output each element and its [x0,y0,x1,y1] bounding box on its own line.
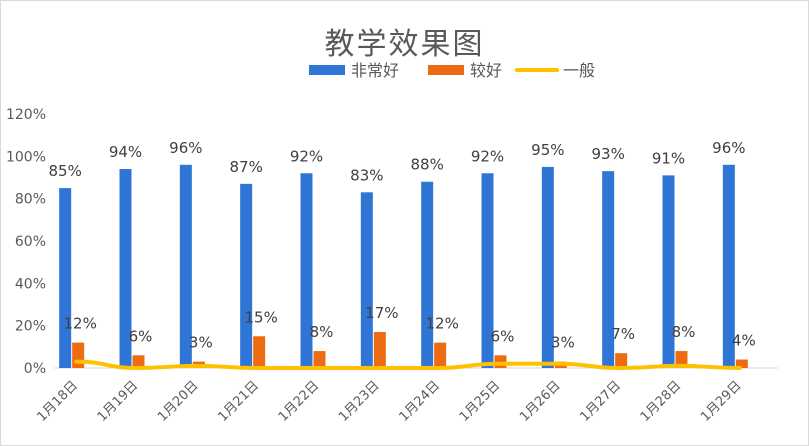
data-label-very-good: 88% [410,156,443,174]
bar-good [675,351,688,368]
x-tick-label: 1月23日 [336,378,383,425]
bar-very-good [602,171,615,368]
data-label-very-good: 96% [169,139,202,157]
bar-good [735,359,748,368]
data-label-very-good: 96% [712,139,745,157]
x-tick-label: 1月28日 [638,378,685,425]
x-tick-label: 1月26日 [517,378,564,425]
x-tick-label: 1月27日 [577,378,624,425]
data-label-very-good: 94% [109,143,142,161]
x-tick-label: 1月21日 [215,378,262,425]
y-tick-label: 100% [6,149,46,165]
legend-swatch [309,65,345,75]
data-label-good: 4% [732,332,756,350]
bar-good [72,342,85,368]
legend-label: 较好 [470,61,502,80]
legend-swatch [428,65,464,75]
x-tick-label: 1月18日 [34,378,81,425]
data-label-good: 17% [365,304,398,322]
bar-very-good [119,169,132,368]
x-tick-label: 1月20日 [155,378,202,425]
bar-good [313,351,326,368]
bar-very-good [240,183,253,368]
data-label-very-good: 92% [290,147,323,165]
data-label-good: 6% [491,327,515,345]
data-label-good: 12% [63,315,96,333]
bar-good [494,355,507,368]
legend-label: 一般 [563,61,595,80]
bar-good [615,353,628,368]
data-label-good: 8% [672,323,696,341]
data-label-good: 6% [129,327,153,345]
x-tick-label: 1月25日 [457,378,504,425]
chart-title: 教学效果图 [324,27,485,62]
bar-very-good [481,173,494,368]
y-tick-label: 20% [15,319,46,335]
y-tick-label: 60% [15,234,46,250]
x-tick-label: 1月29日 [698,378,745,425]
data-label-very-good: 83% [350,166,383,184]
data-label-very-good: 93% [591,145,624,163]
bar-good [373,332,386,368]
bar-very-good [421,181,434,368]
x-tick-label: 1月19日 [95,378,142,425]
data-label-very-good: 92% [471,147,504,165]
y-tick-label: 80% [15,192,46,208]
bar-very-good [722,164,735,368]
data-label-good: 12% [425,315,458,333]
y-tick-label: 0% [24,361,46,377]
data-label-good: 7% [611,325,635,343]
data-label-good: 3% [189,334,213,352]
data-label-very-good: 91% [652,149,685,167]
bar-good [253,336,266,368]
data-label-good: 15% [244,308,277,326]
legend-label: 非常好 [351,61,399,80]
y-tick-label: 40% [15,276,46,292]
bar-very-good [360,192,373,368]
bar-very-good [179,164,192,368]
bar-very-good [662,175,675,368]
bar-good [132,355,145,368]
bar-very-good [59,188,72,368]
data-label-good: 3% [551,334,575,352]
y-tick-label: 120% [6,107,46,123]
x-tick-label: 1月22日 [276,378,323,425]
x-tick-label: 1月24日 [396,378,443,425]
bar-very-good [300,173,313,368]
data-label-good: 8% [310,323,334,341]
data-label-very-good: 87% [229,158,262,176]
bar-good [434,342,447,368]
data-label-very-good: 85% [48,162,81,180]
line-average [74,359,742,370]
data-label-very-good: 95% [531,141,564,159]
bar-very-good [541,166,554,368]
